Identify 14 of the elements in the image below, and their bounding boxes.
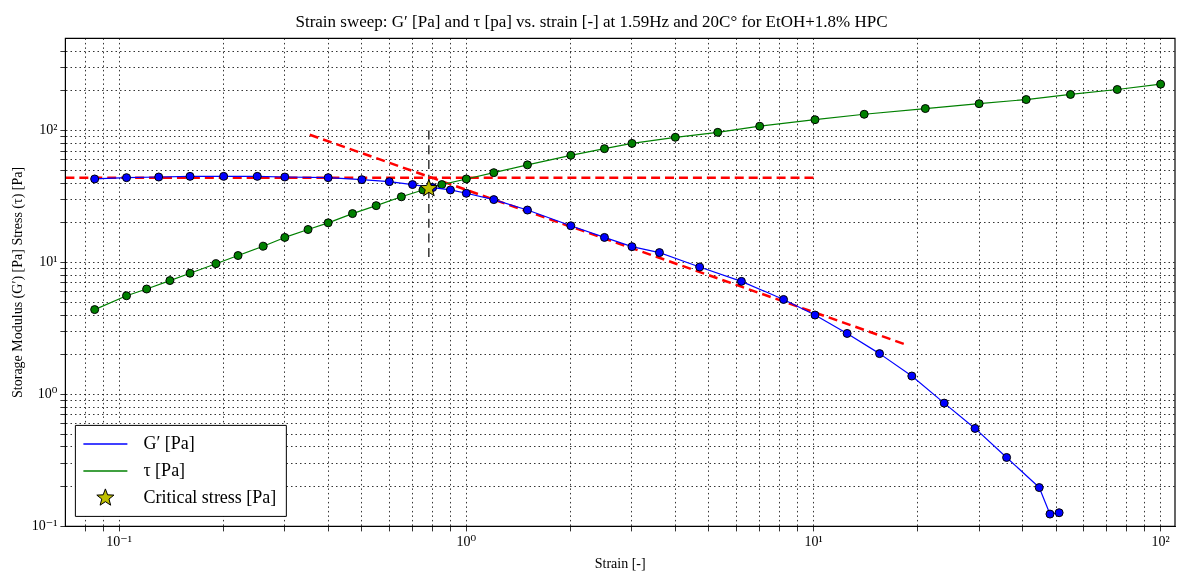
legend-label: τ [Pa]: [143, 459, 186, 480]
y-axis-title: Storage Modulus (G′) [Pa] Stress (τ) [Pa]: [10, 166, 27, 398]
y-tick-label: 10¹: [39, 254, 58, 270]
y-tick-label: 10⁻¹: [31, 518, 58, 534]
x-tick-label: 10²: [1151, 534, 1170, 550]
x-tick-label: 10¹: [804, 534, 823, 550]
x-tick-label: 10⁰: [456, 534, 477, 550]
legend-label: G′ [Pa]: [143, 432, 195, 453]
y-tick-label: 10²: [39, 122, 58, 138]
x-tick-label: 10⁻¹: [106, 534, 132, 550]
y-tick-label: 10⁰: [37, 386, 58, 402]
legend-label: Critical stress [Pa]: [143, 486, 277, 507]
x-axis-title: Strain [-]: [594, 556, 646, 572]
chart-title: Strain sweep: G′ [Pa] and τ [pa] vs. strain [-] at 1.59Hz and 20C° for EtOH+1.8% HPC: [295, 11, 888, 31]
